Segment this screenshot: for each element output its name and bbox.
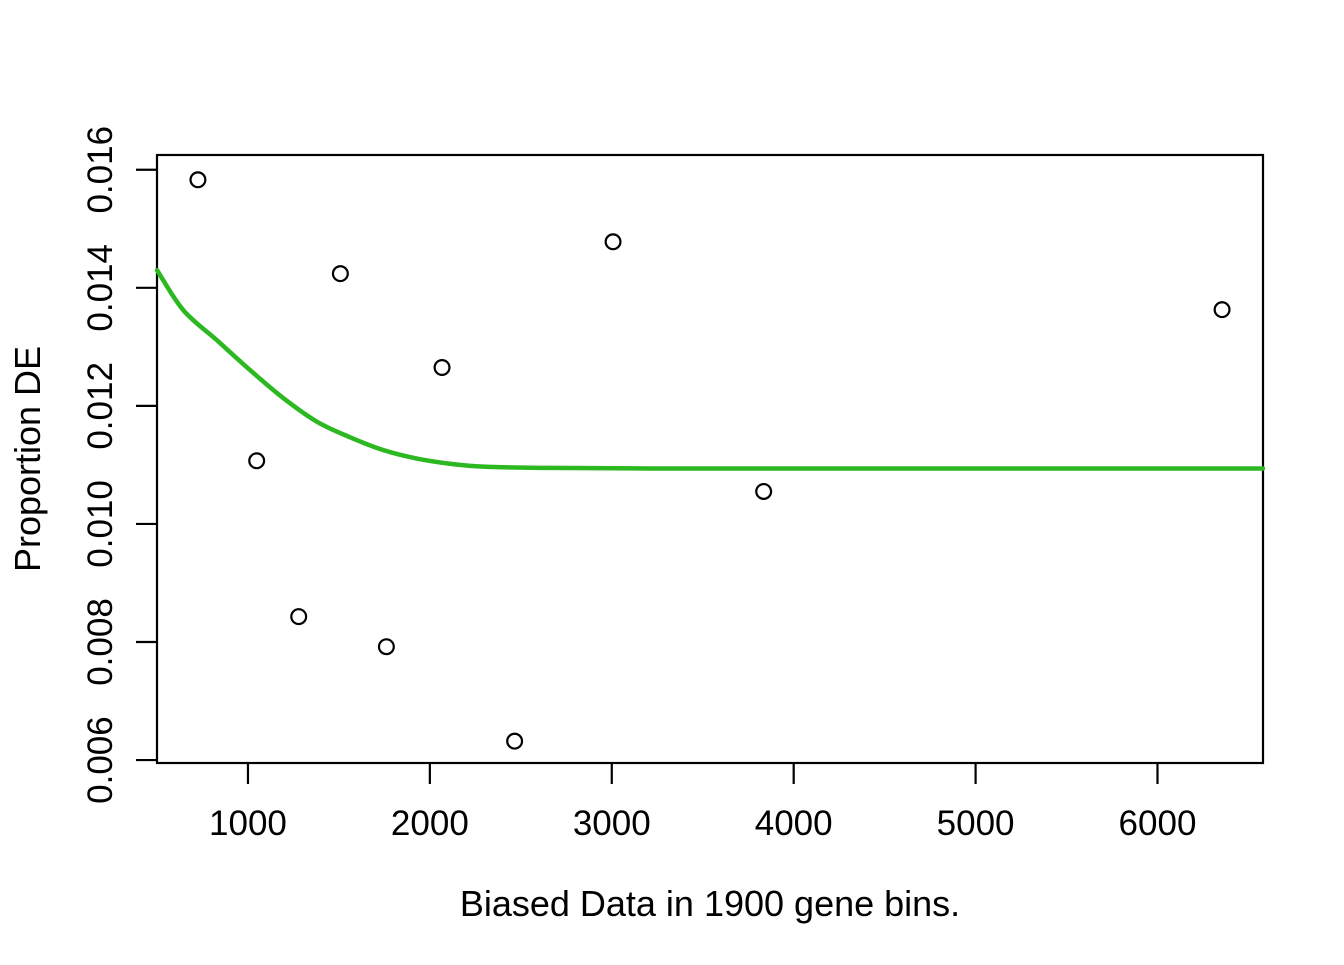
x-axis-title: Biased Data in 1900 gene bins. bbox=[460, 883, 960, 924]
trend-line bbox=[154, 267, 1266, 471]
y-tick-label: 0.008 bbox=[81, 598, 120, 686]
y-tick-label: 0.014 bbox=[81, 244, 120, 332]
y-tick-label: 0.012 bbox=[81, 362, 120, 450]
data-point bbox=[506, 732, 524, 750]
y-axis: 0.006 0.008 0.010 0.012 0.014 0.016 bbox=[81, 126, 157, 804]
data-points bbox=[189, 171, 1231, 750]
plot-box bbox=[155, 153, 1265, 765]
data-point bbox=[189, 171, 207, 189]
x-tick-label: 5000 bbox=[937, 804, 1015, 843]
data-point bbox=[290, 608, 308, 626]
data-point bbox=[604, 233, 622, 251]
x-axis: 1000 2000 3000 4000 5000 6000 bbox=[209, 763, 1196, 843]
x-tick-label: 2000 bbox=[391, 804, 469, 843]
trend-line-group bbox=[154, 267, 1266, 471]
data-point bbox=[1213, 301, 1231, 319]
x-tick-label: 6000 bbox=[1119, 804, 1197, 843]
x-tick-label: 3000 bbox=[573, 804, 651, 843]
y-tick-label: 0.006 bbox=[81, 716, 120, 804]
x-tick-label: 1000 bbox=[209, 804, 287, 843]
data-point bbox=[433, 359, 451, 377]
x-tick-label: 4000 bbox=[755, 804, 833, 843]
y-tick-label: 0.010 bbox=[81, 480, 120, 568]
data-point bbox=[377, 638, 395, 656]
data-point bbox=[755, 482, 773, 500]
y-tick-label: 0.016 bbox=[81, 126, 120, 214]
y-axis-title: Proportion DE bbox=[7, 346, 48, 572]
data-point bbox=[331, 265, 349, 283]
data-point bbox=[248, 452, 266, 470]
